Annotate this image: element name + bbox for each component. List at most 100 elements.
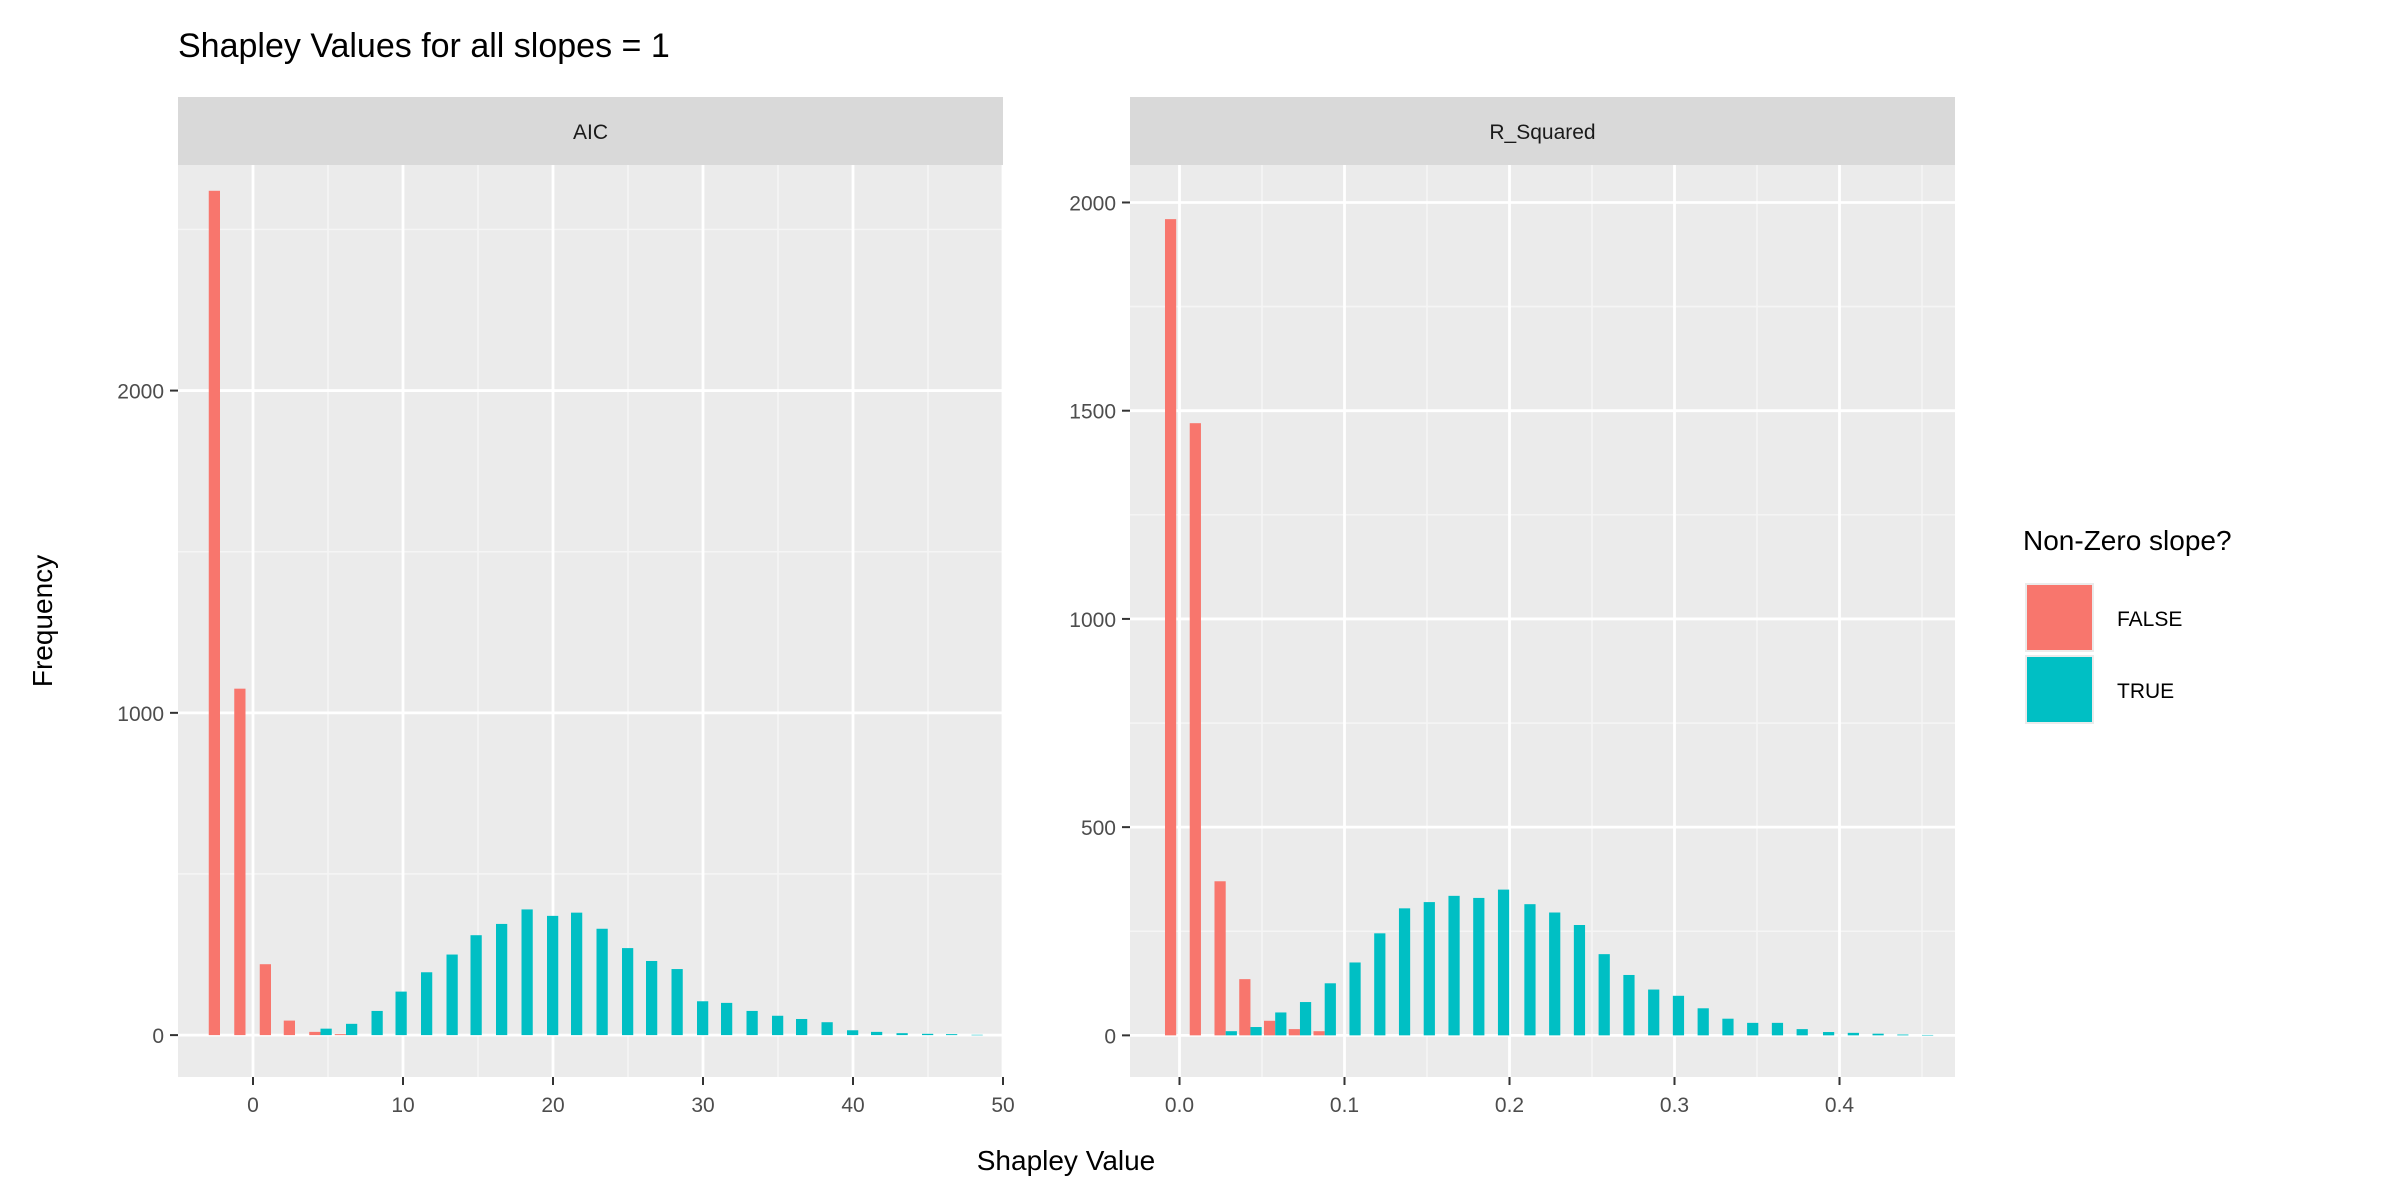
x-tick-label: 0 [247, 1094, 259, 1117]
bar-aic-false [234, 688, 246, 1036]
grid-aic [178, 165, 1005, 1077]
bar-r-squared-true [1349, 962, 1361, 1036]
bar-aic-false [259, 964, 271, 1036]
bar-r-squared-true [1324, 983, 1336, 1036]
bar-r-squared-true [1623, 974, 1635, 1036]
bars-aic [208, 190, 983, 1036]
bar-r-squared-true [1847, 1032, 1859, 1036]
x-axis-r-squared: 0.0 0.1 0.2 0.3 0.4 [1165, 1077, 1855, 1117]
bar-r-squared-true [1823, 1032, 1835, 1036]
bar-r-squared-true [1497, 889, 1510, 1036]
bar-r-squared-true [1549, 912, 1561, 1036]
x-tick-label: 30 [691, 1094, 714, 1117]
bar-aic-true [847, 1030, 859, 1036]
y-tick-label: 0 [152, 1025, 164, 1048]
panel-aic: AIC 0 10 20 30 40 50 0 1000 2000 [117, 97, 1015, 1117]
bar-r-squared-true [1573, 925, 1586, 1036]
bar-aic-true [421, 972, 433, 1036]
bar-r-squared-true [1598, 954, 1610, 1036]
y-axis-title: Frequency [27, 555, 58, 687]
bar-aic-true [922, 1033, 934, 1036]
bar-r-squared-false [1189, 423, 1201, 1036]
bar-r-squared-true [1275, 1012, 1287, 1036]
bar-r-squared-true [1374, 933, 1386, 1036]
bar-aic-true [721, 1002, 733, 1036]
bar-aic-false [309, 1031, 321, 1036]
bar-r-squared-true [1747, 1022, 1759, 1036]
bar-r-squared-true [1672, 995, 1685, 1036]
bar-r-squared-true [1448, 895, 1460, 1036]
x-tick-label: 0.0 [1165, 1094, 1194, 1117]
strip-label-aic: AIC [573, 121, 608, 144]
bar-aic-true [521, 909, 533, 1036]
strip-aic [178, 97, 1003, 165]
y-tick-label: 500 [1081, 817, 1116, 840]
bar-aic-true [470, 935, 482, 1036]
bar-aic-true [547, 915, 559, 1036]
x-tick-label: 0.1 [1330, 1094, 1359, 1117]
x-tick-label: 0.4 [1825, 1094, 1855, 1117]
bar-r-squared-true [1872, 1033, 1884, 1036]
bar-aic-true [772, 1015, 784, 1036]
legend-label-true: TRUE [2117, 680, 2174, 703]
bar-r-squared-true [1473, 897, 1485, 1036]
bar-aic-true [946, 1034, 958, 1036]
bar-aic-true [395, 991, 407, 1036]
y-tick-label: 2000 [117, 381, 164, 404]
bar-aic-true [671, 969, 683, 1036]
bar-aic-false [334, 1034, 346, 1036]
bar-r-squared-false [1313, 1031, 1325, 1036]
y-tick-label: 0 [1104, 1025, 1116, 1048]
bars-r-squared [1164, 219, 1934, 1036]
bar-r-squared-true [1225, 1031, 1237, 1036]
bar-aic-true [320, 1028, 332, 1036]
bar-r-squared-true [1897, 1034, 1909, 1036]
bar-r-squared-true [1299, 1002, 1312, 1036]
bar-aic-false [283, 1020, 295, 1036]
y-tick-label: 1000 [1069, 609, 1116, 632]
bar-aic-true [871, 1031, 883, 1036]
bar-r-squared-false [1164, 219, 1177, 1036]
bar-aic-true [821, 1022, 833, 1036]
bar-aic-true [596, 928, 608, 1036]
bar-aic-true [746, 1010, 758, 1036]
bar-aic-true [571, 912, 583, 1036]
bar-aic-true [896, 1033, 908, 1036]
bar-r-squared-true [1922, 1034, 1934, 1036]
bar-aic-true [796, 1018, 808, 1036]
y-tick-label: 1000 [117, 703, 164, 726]
legend-swatch-true [2027, 657, 2092, 722]
legend-swatch-false [2027, 585, 2092, 650]
bar-r-squared-true [1250, 1027, 1262, 1036]
x-tick-label: 0.3 [1660, 1094, 1689, 1117]
y-axis-aic: 0 1000 2000 [117, 381, 178, 1048]
legend: Non-Zero slope? FALSE TRUE [2023, 525, 2232, 724]
bar-r-squared-false [1263, 1020, 1276, 1036]
bar-r-squared-true [1423, 902, 1435, 1036]
bar-aic-false [208, 190, 220, 1036]
bar-aic-true [346, 1023, 358, 1036]
bar-r-squared-true [1524, 904, 1536, 1036]
bar-aic-true [646, 960, 658, 1036]
bar-aic-true [371, 1010, 383, 1036]
bar-r-squared-true [1648, 989, 1660, 1036]
y-axis-r-squared: 0 500 1000 1500 2000 [1069, 192, 1130, 1048]
bar-aic-true [697, 1001, 709, 1036]
bar-r-squared-false [1288, 1029, 1300, 1036]
bar-r-squared-false [1214, 881, 1226, 1036]
strip-r-squared [1130, 97, 1955, 165]
chart-title: Shapley Values for all slopes = 1 [178, 27, 670, 65]
x-axis-aic: 0 10 20 30 40 50 [247, 1077, 1015, 1117]
bar-r-squared-true [1722, 1018, 1734, 1036]
y-tick-label: 1500 [1069, 401, 1116, 424]
bar-aic-true [622, 948, 634, 1036]
bar-r-squared-true [1697, 1008, 1709, 1036]
bar-r-squared-true [1771, 1022, 1784, 1036]
legend-title: Non-Zero slope? [2023, 525, 2232, 556]
legend-label-false: FALSE [2117, 608, 2182, 631]
panel-background-aic [178, 165, 1003, 1077]
x-tick-label: 50 [991, 1094, 1014, 1117]
panel-background-r-squared [1130, 165, 1955, 1077]
x-tick-label: 0.2 [1495, 1094, 1524, 1117]
